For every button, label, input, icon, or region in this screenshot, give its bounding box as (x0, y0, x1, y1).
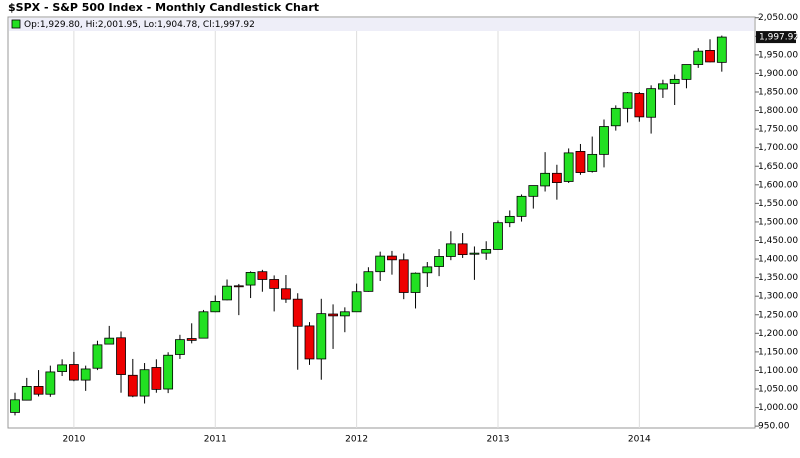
candle-body (163, 354, 174, 390)
y-tick-label: 1,450.00 (758, 236, 798, 246)
y-tick-label: 1,200.00 (758, 329, 798, 339)
y-tick-label: 1,750.00 (758, 125, 798, 135)
candle-body (10, 399, 20, 413)
candle-body (493, 222, 503, 250)
candle-body (45, 371, 56, 395)
y-tick-label: 1,900.00 (758, 69, 798, 79)
candle-body (57, 364, 68, 372)
y-tick-label: 1,950.00 (758, 50, 798, 60)
candle-body (599, 126, 609, 155)
candle-body (716, 36, 727, 63)
candle-body (622, 92, 633, 109)
candle-body (693, 50, 704, 65)
candle-body (222, 285, 232, 301)
candle-body (69, 364, 79, 381)
candle-body (669, 78, 680, 84)
candle-body (257, 271, 268, 280)
y-tick-label: 1,850.00 (758, 87, 798, 97)
x-tick-label: 2011 (204, 435, 227, 445)
candle-body (398, 259, 409, 293)
y-tick-label: 1,500.00 (758, 217, 798, 227)
candle-body (563, 152, 574, 182)
candle-body (540, 172, 550, 187)
candle-body (658, 83, 668, 90)
legend-band (9, 18, 754, 31)
y-tick-label: 1,700.00 (758, 143, 798, 153)
y-tick-label: 1,600.00 (758, 180, 798, 190)
candle-body (481, 249, 492, 254)
x-tick-label: 2014 (628, 435, 651, 445)
y-tick-label: 1,550.00 (758, 199, 798, 209)
candle-body (328, 313, 338, 317)
candle-body (304, 325, 315, 360)
candle-body (410, 272, 421, 293)
candle-body (186, 338, 197, 341)
y-tick-label: 1,400.00 (758, 255, 798, 265)
y-tick-label: 1,650.00 (758, 162, 798, 172)
candle-body (551, 172, 562, 183)
last-price-label: 1,997.92 (759, 33, 799, 43)
candle-body (516, 195, 527, 217)
last-price-box (756, 31, 796, 44)
candle-body (587, 153, 598, 172)
candle-body (21, 386, 32, 401)
y-tick-label: 1,050.00 (758, 385, 798, 395)
candle-body (469, 252, 480, 255)
candle-body (116, 337, 126, 375)
candle-body (292, 298, 303, 327)
candle-body (528, 185, 539, 197)
candle-body (80, 368, 91, 381)
candle-body (33, 386, 44, 395)
x-tick-label: 2013 (487, 435, 510, 445)
candle-body (634, 93, 645, 118)
y-tick-label: 1,100.00 (758, 366, 798, 376)
candle-body (681, 64, 692, 80)
y-tick-label: 1,300.00 (758, 292, 798, 302)
candle-body (375, 255, 386, 273)
y-tick-label: 950.00 (758, 422, 790, 432)
candle-body (281, 288, 291, 300)
candle-body (705, 50, 715, 63)
candle-body (504, 215, 515, 224)
candle-body (575, 151, 586, 173)
legend-swatch (11, 19, 21, 29)
candle-body (198, 311, 209, 339)
candle-body (445, 243, 456, 257)
candle-body (457, 243, 468, 256)
candle-body (92, 344, 103, 369)
candle-body (210, 300, 221, 313)
candle-body (175, 339, 185, 355)
candle-body (139, 369, 150, 397)
candle-body (316, 313, 327, 360)
y-tick-label: 1,250.00 (758, 310, 798, 320)
candle-body (151, 367, 162, 390)
y-tick-label: 1,800.00 (758, 106, 798, 116)
candle-body (233, 285, 244, 288)
candle-body (434, 256, 444, 267)
y-tick-label: 1,000.00 (758, 403, 798, 413)
x-tick-label: 2012 (345, 435, 368, 445)
y-tick-label: 2,050.00 (758, 13, 798, 23)
candle-body (245, 272, 256, 286)
legend: Op:1,929.80, Hi:2,001.95, Lo:1,904.78, C… (24, 20, 255, 30)
x-tick-label: 2010 (62, 435, 85, 445)
candle-body (339, 311, 350, 317)
chart-title: $SPX - S&P 500 Index - Monthly Candlesti… (8, 1, 319, 14)
candle-body (351, 291, 362, 313)
candle-body (127, 374, 138, 397)
candle-body (363, 271, 374, 292)
candle-body (269, 279, 280, 289)
candle-body (422, 266, 433, 274)
candle-body (610, 107, 621, 127)
candle-body (646, 88, 657, 118)
y-tick-label: 1,150.00 (758, 347, 798, 357)
candle-body (104, 337, 115, 345)
y-tick-label: 1,350.00 (758, 273, 798, 283)
candle-body (387, 255, 397, 261)
